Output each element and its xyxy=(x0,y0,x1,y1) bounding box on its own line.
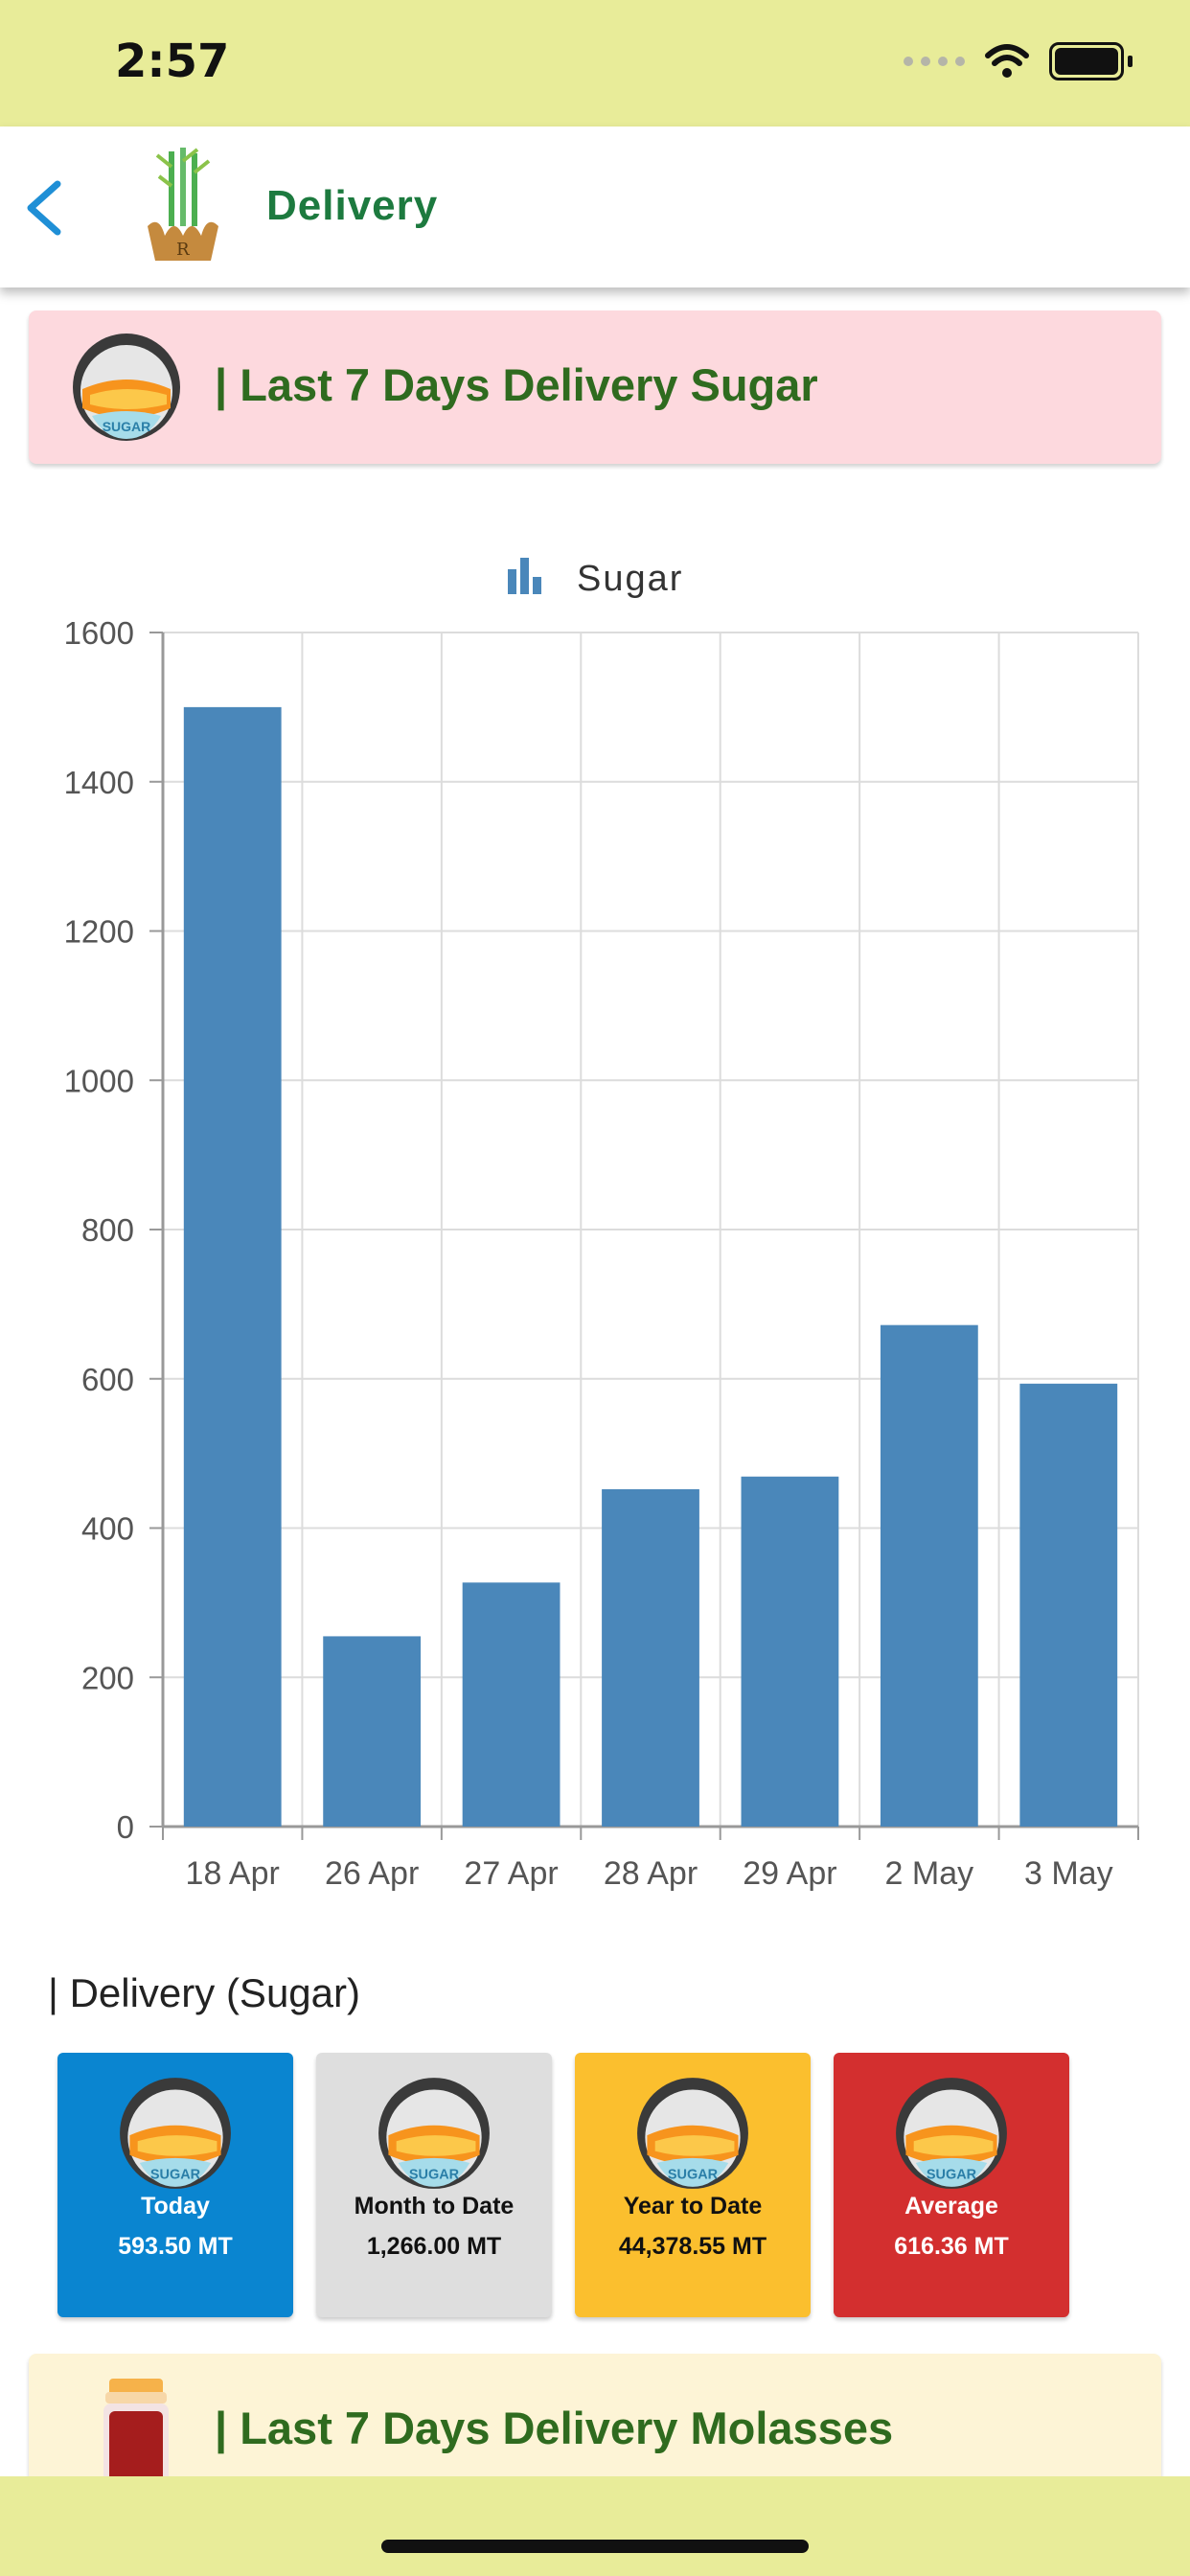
y-tick-label: 600 xyxy=(81,1362,134,1397)
bar-26-apr xyxy=(323,1636,422,1827)
bar-28-apr xyxy=(602,1489,699,1827)
y-tick-label: 0 xyxy=(117,1809,134,1845)
sugar-icon-label: SUGAR xyxy=(103,419,151,434)
tile-average[interactable]: SUGAR Average 616.36 MT xyxy=(834,2053,1069,2317)
y-tick-label: 1600 xyxy=(64,615,134,651)
wifi-icon xyxy=(985,44,1029,78)
cellular-signal-icon xyxy=(904,57,965,66)
sugar-header-card: SUGAR | Last 7 Days Delivery Sugar xyxy=(29,310,1161,464)
page-title: Delivery xyxy=(266,182,439,229)
tile-year-to-date-label: Year to Date xyxy=(623,2193,763,2220)
sugar-bowl-icon: SUGAR xyxy=(120,2078,231,2189)
legend-icon-bar xyxy=(520,558,529,594)
tile-average-label: Average xyxy=(904,2193,998,2220)
sugar-card-title: | Last 7 Days Delivery Sugar xyxy=(215,359,818,410)
status-icons xyxy=(904,42,1133,80)
bar-2-may xyxy=(880,1324,978,1827)
tile-average-value: 616.36 MT xyxy=(894,2233,1009,2260)
battery-icon xyxy=(1049,42,1124,80)
x-tick-label: 2 May xyxy=(885,1855,974,1892)
tile-year-to-date-value: 44,378.55 MT xyxy=(618,2233,767,2260)
bar-27-apr xyxy=(462,1582,561,1827)
bar-29-apr xyxy=(741,1476,839,1827)
tile-today[interactable]: SUGAR Today 593.50 MT xyxy=(57,2053,293,2317)
sugar-bowl-icon: SUGAR xyxy=(378,2078,490,2189)
battery-cap xyxy=(1128,56,1133,67)
x-tick-label: 27 Apr xyxy=(464,1855,558,1892)
y-tick-label: 1400 xyxy=(64,765,134,800)
y-tick-label: 800 xyxy=(81,1212,134,1248)
sugar-bowl-icon: SUGAR xyxy=(896,2078,1007,2189)
legend-icon-bar xyxy=(508,569,516,594)
delivery-section-title: | Delivery (Sugar) xyxy=(48,1970,360,2015)
tile-icon-label: SUGAR xyxy=(409,2168,460,2183)
tile-month-to-date-value: 1,266.00 MT xyxy=(366,2233,502,2260)
bar-3-may xyxy=(1019,1383,1118,1827)
x-tick-label: 18 Apr xyxy=(186,1855,280,1892)
x-tick-label: 29 Apr xyxy=(743,1855,836,1892)
tile-month-to-date-label: Month to Date xyxy=(354,2193,515,2220)
tile-icon-label: SUGAR xyxy=(927,2168,977,2183)
tile-today-label: Today xyxy=(141,2193,210,2220)
tile-icon-label: SUGAR xyxy=(668,2168,719,2183)
app-bar: R Delivery xyxy=(0,126,1190,288)
chart-svg: Sugar 0 200 400 600 800 1000 1200 1400 1600 18 Apr… xyxy=(64,558,1139,1892)
status-bar: 2:57 xyxy=(0,0,1190,126)
bar-18-apr xyxy=(183,706,282,1827)
sugar-bowl-icon: SUGAR xyxy=(73,334,180,441)
sugar-bar-chart: Sugar 0 200 400 600 800 1000 1200 1400 1600 18 Apr… xyxy=(0,518,1190,1917)
x-tick-label: 26 Apr xyxy=(325,1855,419,1892)
tile-year-to-date[interactable]: SUGAR Year to Date 44,378.55 MT xyxy=(575,2053,811,2317)
sugar-bowl-icon: SUGAR xyxy=(637,2078,748,2189)
x-tick-label: 3 May xyxy=(1024,1855,1113,1892)
back-arrow-icon[interactable] xyxy=(17,174,75,242)
tile-icon-label: SUGAR xyxy=(150,2168,201,2183)
home-indicator[interactable] xyxy=(381,2540,809,2553)
molasses-jar-icon xyxy=(103,2379,169,2486)
status-time: 2:57 xyxy=(115,34,230,88)
delivery-tiles: SUGAR Today 593.50 MT SUGAR Month to Dat… xyxy=(57,2053,1069,2317)
svg-text:R: R xyxy=(176,240,190,260)
sugarcane-logo-icon: R xyxy=(148,148,218,261)
tile-today-value: 593.50 MT xyxy=(118,2233,233,2260)
home-indicator-area xyxy=(0,2476,1190,2576)
legend-label: Sugar xyxy=(577,559,683,599)
x-tick-label: 28 Apr xyxy=(604,1855,698,1892)
y-tick-label: 200 xyxy=(81,1660,134,1695)
tile-month-to-date[interactable]: SUGAR Month to Date 1,266.00 MT xyxy=(316,2053,552,2317)
legend-icon-bar xyxy=(533,577,541,594)
molasses-card-title: | Last 7 Days Delivery Molasses xyxy=(215,2403,894,2453)
y-tick-label: 1200 xyxy=(64,914,134,950)
y-tick-label: 400 xyxy=(81,1511,134,1547)
y-tick-label: 1000 xyxy=(64,1063,134,1098)
